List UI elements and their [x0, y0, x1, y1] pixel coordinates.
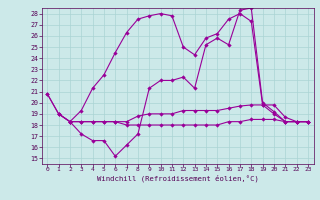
- X-axis label: Windchill (Refroidissement éolien,°C): Windchill (Refroidissement éolien,°C): [97, 175, 259, 182]
